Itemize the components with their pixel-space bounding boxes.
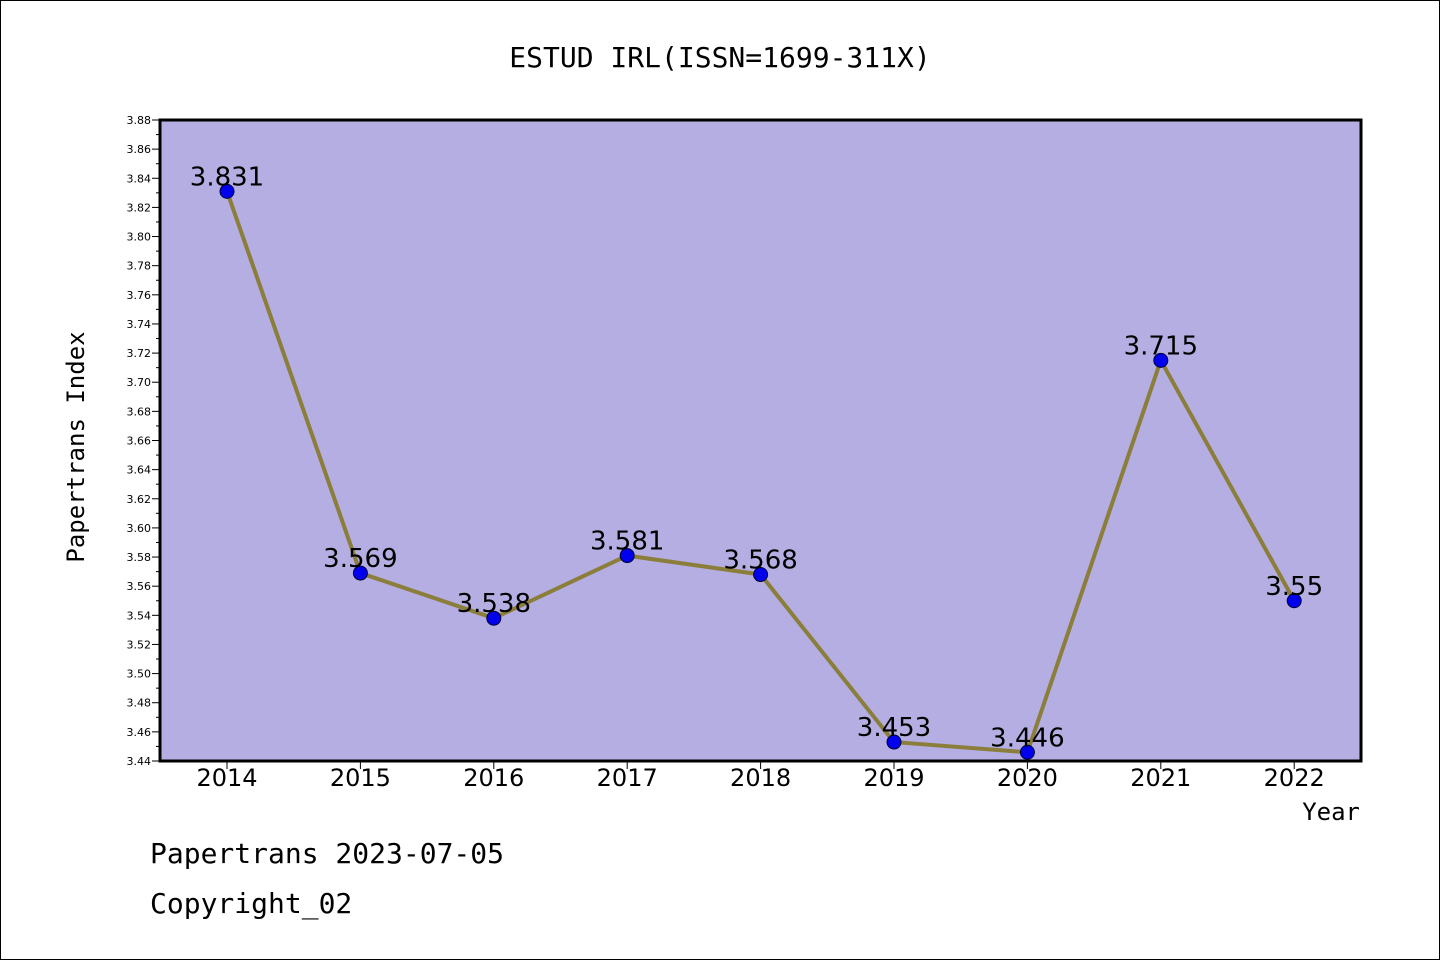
y-tick-label: 3.80 — [127, 231, 152, 244]
x-axis-label: Year — [1302, 798, 1360, 826]
data-label: 3.538 — [457, 589, 531, 619]
x-tick-label: 2016 — [463, 764, 524, 792]
data-label: 3.581 — [590, 527, 664, 557]
y-tick-label: 3.52 — [127, 638, 152, 651]
y-axis-ticks: 3.44 3.46 3.48 3.50 3.52 3.54 3.56 3.58 3.60 3.62… — [127, 114, 160, 768]
y-tick-label: 3.46 — [127, 726, 152, 739]
data-label: 3.831 — [190, 162, 264, 192]
data-label: 3.568 — [723, 546, 797, 576]
x-tick-label: 2019 — [863, 764, 924, 792]
y-tick-label: 3.58 — [127, 551, 152, 564]
y-tick-label: 3.70 — [127, 376, 152, 389]
data-label: 3.569 — [323, 544, 397, 574]
data-markers — [219, 183, 1302, 760]
y-tick-label: 3.64 — [127, 464, 152, 477]
plot-area — [160, 120, 1361, 761]
data-labels: 3.831 3.569 3.538 3.581 3.568 3.453 3.446 3.715… — [190, 162, 1323, 753]
chart-title: ESTUD IRL(ISSN=1699-311X) — [509, 41, 930, 74]
x-tick-label: 2020 — [997, 764, 1058, 792]
footer-date: Papertrans 2023-07-05 — [150, 837, 504, 870]
footer-copyright: Copyright_02 — [150, 887, 352, 921]
data-point — [1153, 352, 1169, 368]
y-tick-label: 3.48 — [127, 697, 152, 710]
x-axis-ticks: 2014 2015 2016 2017 2018 2019 2020 2021 2022 — [196, 761, 1325, 792]
data-point — [219, 183, 235, 199]
data-label: 3.453 — [857, 713, 931, 743]
x-tick-label: 2015 — [330, 764, 391, 792]
y-tick-label: 3.86 — [127, 143, 152, 156]
x-tick-label: 2018 — [730, 764, 791, 792]
data-point — [486, 610, 502, 626]
y-tick-label: 3.62 — [127, 493, 152, 506]
plot-border — [158, 118, 1363, 763]
y-tick-label: 3.56 — [127, 580, 152, 593]
data-point — [619, 548, 635, 564]
y-tick-label: 3.68 — [127, 405, 152, 418]
x-tick-label: 2014 — [196, 764, 257, 792]
y-tick-label: 3.84 — [127, 172, 152, 185]
data-label: 3.715 — [1124, 331, 1198, 361]
y-tick-label: 3.82 — [127, 201, 152, 214]
data-point — [352, 565, 368, 581]
x-tick-label: 2022 — [1264, 764, 1325, 792]
data-point — [886, 734, 902, 750]
data-label: 3.446 — [990, 723, 1064, 753]
y-tick-label: 3.76 — [127, 289, 152, 302]
y-tick-label: 3.54 — [127, 609, 152, 622]
y-tick-label: 3.78 — [127, 260, 152, 273]
y-tick-label: 3.60 — [127, 522, 152, 535]
data-point — [1019, 744, 1035, 760]
y-tick-label: 3.66 — [127, 435, 152, 448]
x-tick-label: 2021 — [1130, 764, 1191, 792]
data-label: 3.55 — [1265, 572, 1323, 602]
data-point — [753, 567, 769, 583]
y-axis-label: Papertrans Index — [62, 331, 90, 562]
y-tick-label: 3.74 — [127, 318, 152, 331]
y-tick-label: 3.50 — [127, 668, 152, 681]
data-point — [1286, 593, 1302, 609]
y-tick-label: 3.88 — [127, 114, 152, 127]
y-tick-label: 3.44 — [127, 755, 152, 768]
y-tick-label: 3.72 — [127, 347, 152, 360]
x-tick-label: 2017 — [597, 764, 658, 792]
